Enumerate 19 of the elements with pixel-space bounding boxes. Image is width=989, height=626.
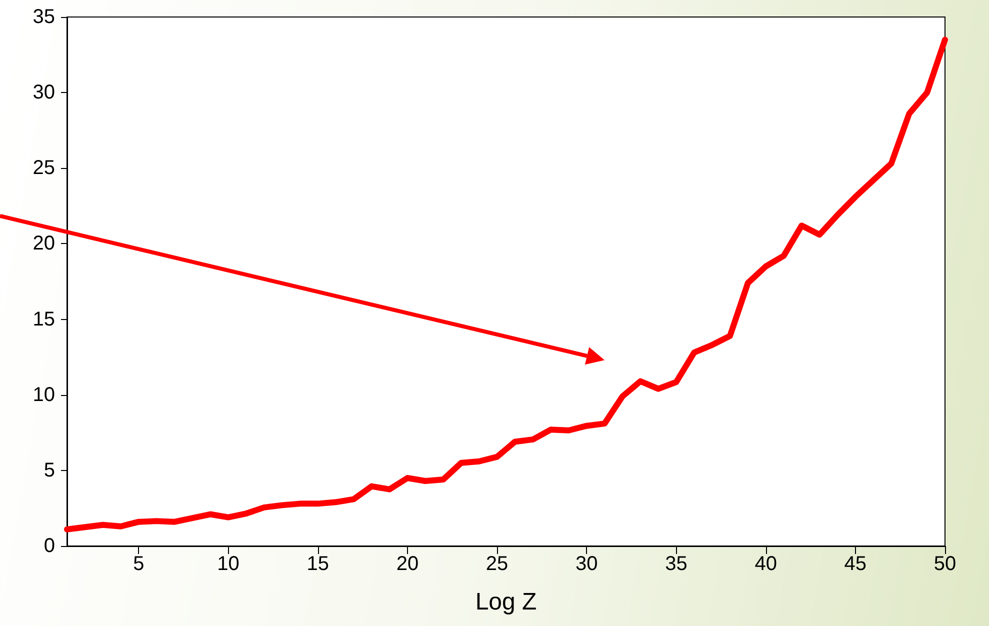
x-tick-label: 30 bbox=[576, 553, 598, 575]
y-tick-label: 10 bbox=[32, 384, 55, 406]
x-tick-label: 10 bbox=[217, 553, 240, 575]
x-tick-label: 35 bbox=[665, 553, 688, 575]
x-tick-label: 40 bbox=[754, 553, 777, 575]
y-tick-label: 0 bbox=[44, 535, 55, 557]
y-tick-label: 15 bbox=[32, 308, 55, 330]
x-tick-label: 5 bbox=[133, 553, 144, 575]
x-tick-label: 20 bbox=[396, 553, 419, 575]
x-tick-label: 50 bbox=[934, 553, 956, 575]
x-tick-label: 45 bbox=[844, 553, 867, 575]
y-tick-label: 30 bbox=[32, 82, 55, 104]
y-tick-label: 5 bbox=[44, 459, 55, 482]
x-tick-label: 15 bbox=[306, 553, 329, 575]
y-tick-label: 25 bbox=[32, 157, 55, 180]
x-axis-title: Log Z bbox=[475, 588, 537, 616]
y-tick-label: 20 bbox=[32, 232, 55, 255]
x-tick-label: 25 bbox=[486, 553, 508, 575]
y-tick-label: 35 bbox=[32, 6, 55, 28]
